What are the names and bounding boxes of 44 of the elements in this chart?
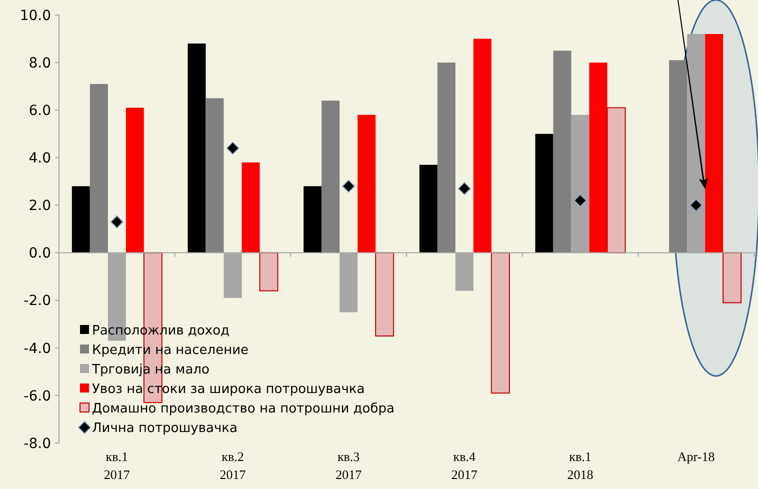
bar: [606, 107, 626, 254]
y-tick-label: -6.0: [24, 388, 51, 404]
point: [110, 215, 124, 228]
y-tick-label: 6.0: [28, 103, 51, 120]
bar: [473, 38, 492, 253]
legend-label: Домашно производство на потрошни добра: [92, 402, 394, 417]
bar: [722, 252, 742, 304]
bar: [206, 98, 224, 253]
y-tick-label: -8.0: [24, 436, 51, 452]
bar: [322, 100, 340, 253]
bar: [419, 164, 438, 253]
point: [690, 198, 703, 212]
bar: [259, 252, 278, 292]
y-tick-label: 2.0: [28, 198, 51, 214]
bar: [188, 44, 206, 253]
y-tick-label: 4.0: [28, 150, 51, 167]
y-tick-label: 0.0: [28, 246, 51, 262]
legend-label: Лична потрошувачка: [92, 421, 238, 436]
point: [342, 180, 356, 193]
y-tick-label: 8.0: [28, 55, 51, 72]
point: [226, 142, 240, 155]
bar: [126, 108, 144, 253]
point: [458, 182, 471, 196]
x-tick-label: кв.2 2017: [220, 449, 246, 482]
bar: [553, 50, 572, 253]
bar: [589, 62, 608, 253]
bar: [90, 84, 108, 253]
x-tick-label: Apr-18: [677, 449, 715, 464]
bar: [437, 62, 456, 253]
bar: [358, 114, 376, 253]
x-tick-label: кв.4 2017: [451, 449, 478, 482]
bar: [535, 134, 554, 253]
bar: [72, 186, 90, 253]
x-tick-label: кв.3 2017: [336, 449, 362, 482]
x-tick-label: кв.1 2018: [567, 449, 594, 482]
y-tick-label: -4.0: [24, 340, 51, 357]
point: [574, 194, 587, 207]
bar: [304, 186, 322, 253]
bar: [490, 252, 510, 394]
x-tick-label: кв.1 2017: [104, 449, 130, 482]
bar: [242, 162, 260, 253]
y-tick-label: -2.0: [24, 293, 51, 310]
y-tick-label: 10.0: [20, 8, 51, 24]
bar: [375, 252, 394, 336]
